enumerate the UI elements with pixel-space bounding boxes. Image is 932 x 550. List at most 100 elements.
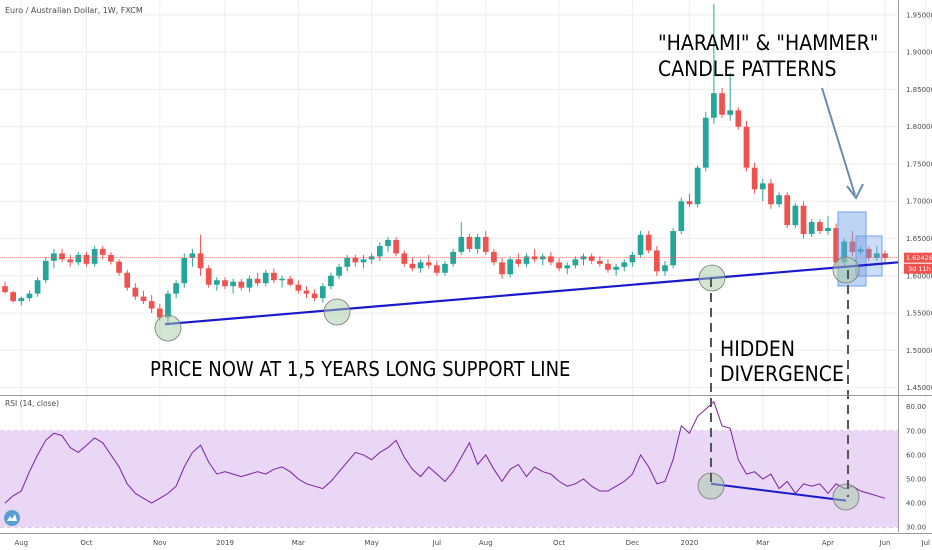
- candle-body: [702, 117, 709, 168]
- candle: [784, 192, 791, 229]
- candle-body: [694, 167, 701, 205]
- candle: [401, 250, 408, 267]
- candle: [556, 257, 562, 272]
- candle: [67, 254, 74, 267]
- candle: [254, 272, 261, 287]
- candle-body: [197, 253, 204, 269]
- x-tick-label: Apr: [822, 539, 834, 547]
- candle-body: [214, 280, 220, 285]
- candle-body: [645, 234, 652, 251]
- candle-body: [51, 253, 57, 261]
- candle-body: [140, 296, 147, 302]
- touch-point-circle: [832, 483, 860, 511]
- candle-body: [523, 256, 530, 264]
- candle: [344, 254, 351, 272]
- candle: [539, 253, 546, 266]
- candle-body: [124, 272, 131, 288]
- rsi-tick-label: 30.00: [906, 524, 926, 532]
- candle: [857, 245, 864, 255]
- candle-body: [254, 278, 261, 284]
- candle: [816, 219, 823, 235]
- candle: [588, 253, 595, 264]
- candle: [42, 257, 49, 284]
- candle-body: [368, 256, 375, 260]
- candle-body: [572, 259, 579, 266]
- price-tick-label: 1.45000: [906, 384, 932, 392]
- candle: [181, 253, 188, 288]
- candle-body: [230, 281, 236, 287]
- candle-body: [352, 257, 359, 263]
- rsi-tick-label: 70.00: [906, 427, 926, 435]
- candle: [205, 265, 212, 288]
- candle-body: [580, 256, 587, 260]
- x-tick-label: 2020: [681, 539, 699, 547]
- price-tick-label: 1.95000: [906, 11, 932, 19]
- hammer-highlight-box: [855, 235, 883, 277]
- candle-body: [434, 265, 440, 273]
- candle: [279, 275, 285, 288]
- candle: [140, 290, 147, 305]
- price-tick-label: 1.60000: [906, 272, 932, 280]
- price-tick-label: 1.65000: [906, 235, 932, 243]
- candle: [262, 269, 269, 287]
- candle-body: [816, 222, 823, 232]
- candle: [26, 290, 33, 302]
- candle: [417, 259, 424, 273]
- chart-title: Euro / Australian Dollar, 1W, FXCM: [5, 6, 143, 15]
- candle: [34, 277, 41, 297]
- candle-body: [564, 265, 571, 269]
- x-tick-label: Aug: [14, 539, 28, 547]
- candle: [319, 283, 326, 303]
- candle-body: [279, 278, 285, 281]
- x-tick-label: Jul: [432, 539, 442, 547]
- countdown-badge: 3d 11h: [904, 263, 932, 274]
- svg-text:1.62426: 1.62426: [906, 254, 932, 262]
- candle-body: [686, 201, 693, 205]
- candle: [662, 260, 668, 276]
- candle-body: [417, 262, 424, 269]
- candle: [197, 234, 204, 276]
- candle: [132, 283, 139, 300]
- candle: [360, 254, 367, 269]
- candle: [711, 3, 717, 124]
- candle: [825, 216, 831, 235]
- candle: [214, 277, 220, 291]
- support-annotation: PRICE NOW AT 1,5 YEARS LONG SUPPORT LINE: [150, 357, 570, 381]
- candle: [621, 259, 628, 272]
- candle: [499, 257, 505, 279]
- candle: [295, 280, 302, 294]
- candle: [849, 231, 856, 257]
- candle: [246, 275, 253, 293]
- candle-body: [808, 222, 815, 235]
- candle: [434, 260, 440, 276]
- candle: [865, 245, 872, 261]
- candle: [425, 254, 432, 269]
- pattern-arrow-shaft: [821, 87, 856, 196]
- candle: [719, 87, 725, 118]
- candle-body: [67, 259, 74, 263]
- price-tick-label: 1.85000: [906, 86, 932, 94]
- overlays: [154, 87, 899, 511]
- candle-body: [34, 280, 41, 294]
- pattern-arrow-head: [846, 183, 864, 200]
- candle-body: [792, 205, 799, 226]
- price-tick-label: 1.80000: [906, 123, 932, 131]
- candle-body: [18, 298, 25, 302]
- candle-body: [882, 253, 888, 258]
- rsi-tick-label: 40.00: [906, 500, 926, 508]
- candle-body: [59, 253, 65, 260]
- candle: [605, 259, 611, 273]
- candle: [99, 245, 106, 260]
- candle: [768, 178, 774, 209]
- candle: [531, 248, 538, 263]
- candle: [271, 268, 277, 284]
- candle: [458, 222, 465, 255]
- candle: [548, 251, 554, 266]
- candle: [482, 231, 489, 255]
- candle-body: [108, 254, 114, 262]
- touch-point-circle: [154, 314, 182, 342]
- candle-body: [776, 195, 782, 205]
- candle-body: [833, 228, 839, 263]
